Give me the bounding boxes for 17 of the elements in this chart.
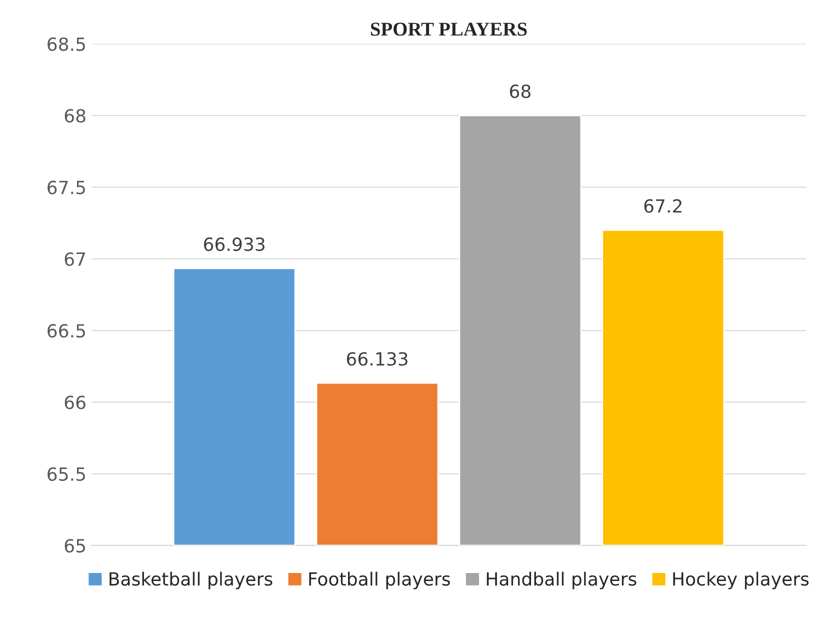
y-tick-label: 66	[64, 396, 86, 410]
y-tick-label: 68	[64, 109, 86, 123]
y-tick-label: 65	[64, 538, 85, 553]
y-tick-label: 66.5	[48, 324, 85, 338]
y-tick-label: 67	[64, 252, 86, 266]
y-tick-label: 67.5	[48, 180, 85, 194]
data-label: 68	[510, 84, 530, 98]
legend-label: Handball players	[486, 572, 636, 590]
chart-title: SPORT PLAYERS	[370, 22, 527, 36]
legend-label: Basketball players	[110, 572, 272, 590]
y-tick-label: 68.5	[48, 37, 85, 52]
data-label: 66.933	[204, 237, 264, 252]
data-label: 66.133	[346, 352, 408, 366]
data-label: 67.2	[644, 199, 682, 213]
y-tick-label: 65.5	[48, 467, 85, 481]
legend-label: Football players	[309, 572, 450, 590]
legend-label: Hockey players	[673, 572, 809, 590]
